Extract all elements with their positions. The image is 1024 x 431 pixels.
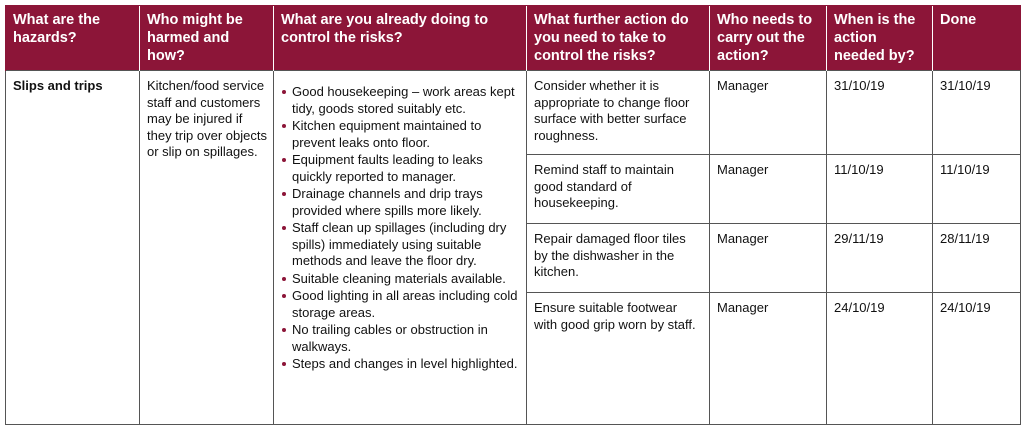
controls-cell: Good housekeeping – work areas kept tidy… <box>273 70 527 425</box>
control-text: Good lighting in all areas including col… <box>292 288 518 320</box>
header-who-harmed: Who might be harmed and how? <box>139 5 274 71</box>
header-when-needed: When is the action needed by? <box>826 5 933 71</box>
bullet-icon <box>282 124 286 128</box>
bullet-icon <box>282 294 286 298</box>
when-cell: 24/10/19 <box>826 292 933 425</box>
harmed-cell: Kitchen/food service staff and customers… <box>139 70 274 425</box>
list-item: Suitable cleaning materials available. <box>282 270 520 288</box>
done-cell: 28/11/19 <box>932 223 1021 293</box>
hazard-cell: Slips and trips <box>5 70 140 425</box>
when-cell: 29/11/19 <box>826 223 933 293</box>
control-text: Suitable cleaning materials available. <box>292 270 506 286</box>
list-item: Equipment faults leading to leaks quickl… <box>282 152 520 185</box>
bullet-icon <box>282 328 286 332</box>
table-row: Remind staff to maintain good standard o… <box>6 154 1021 224</box>
control-text: Steps and changes in level highlighted. <box>292 356 518 371</box>
header-current-controls: What are you already doing to control th… <box>273 5 527 71</box>
action-cell: Ensure suitable footwear with good grip … <box>526 292 710 425</box>
list-item: Steps and changes in level highlighted. <box>282 356 520 373</box>
action-cell: Remind staff to maintain good standard o… <box>526 154 710 224</box>
list-item: No trailing cables or obstruction in wal… <box>282 322 520 355</box>
done-cell: 24/10/19 <box>932 292 1021 425</box>
header-done: Done <box>932 5 1021 71</box>
action-cell: Repair damaged floor tiles by the dishwa… <box>526 223 710 293</box>
list-item: Drainage channels and drip trays provide… <box>282 186 520 219</box>
header-who-carries-out: Who needs to carry out the action? <box>709 5 827 71</box>
bullet-icon <box>282 158 286 162</box>
list-item: Good housekeeping – work areas kept tidy… <box>282 84 520 117</box>
bullet-icon <box>282 226 286 230</box>
control-text: Drainage channels and drip trays provide… <box>292 186 483 218</box>
who-cell: Manager <box>709 154 827 224</box>
who-cell: Manager <box>709 223 827 293</box>
table-row: Repair damaged floor tiles by the dishwa… <box>6 223 1021 293</box>
header-row: What are the hazards? Who might be harme… <box>5 5 1021 71</box>
list-item: Kitchen equipment maintained to prevent … <box>282 118 520 151</box>
list-item: Good lighting in all areas including col… <box>282 288 520 321</box>
done-cell: 11/10/19 <box>932 154 1021 224</box>
table-row: Slips and trips Kitchen/food service sta… <box>5 70 1021 425</box>
done-cell: 31/10/19 <box>932 70 1021 155</box>
control-text: No trailing cables or obstruction in wal… <box>292 322 488 354</box>
bullet-icon <box>282 90 286 94</box>
controls-list: Good housekeeping – work areas kept tidy… <box>281 84 520 373</box>
table-row: Ensure suitable footwear with good grip … <box>6 292 1021 425</box>
who-cell: Manager <box>709 70 827 155</box>
when-cell: 11/10/19 <box>826 154 933 224</box>
action-cell: Consider whether it is appropriate to ch… <box>526 70 710 155</box>
control-text: Kitchen equipment maintained to prevent … <box>292 118 482 150</box>
control-text: Staff clean up spillages (including dry … <box>292 220 507 268</box>
bullet-icon <box>282 362 286 366</box>
when-cell: 31/10/19 <box>826 70 933 155</box>
list-item: Staff clean up spillages (including dry … <box>282 220 520 270</box>
control-text: Equipment faults leading to leaks quickl… <box>292 152 483 184</box>
header-hazards: What are the hazards? <box>5 5 140 71</box>
control-text: Good housekeeping – work areas kept tidy… <box>292 84 515 116</box>
who-cell: Manager <box>709 292 827 425</box>
bullet-icon <box>282 276 286 281</box>
risk-assessment-table: What are the hazards? Who might be harme… <box>5 5 1021 425</box>
header-further-action: What further action do you need to take … <box>526 5 710 71</box>
bullet-icon <box>282 192 286 196</box>
